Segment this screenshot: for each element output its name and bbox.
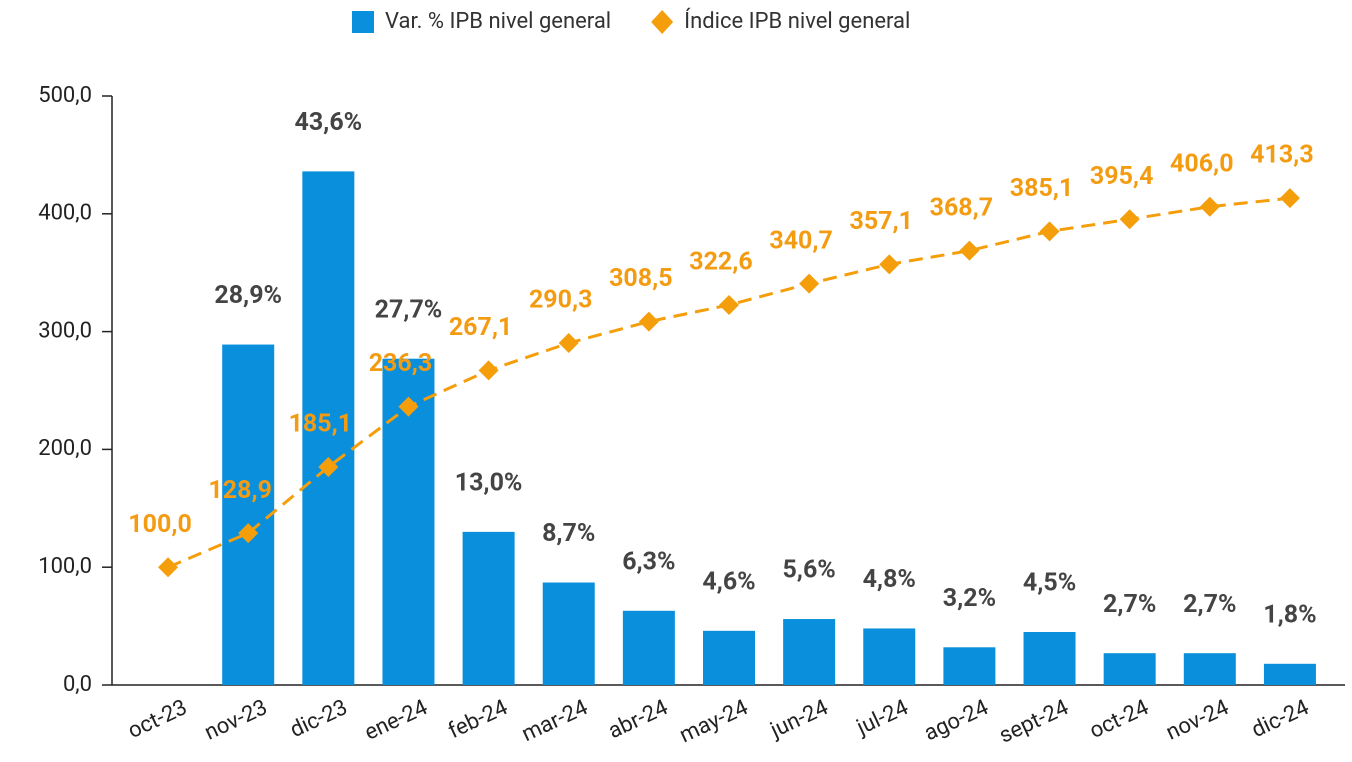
bar bbox=[222, 344, 275, 685]
line-marker bbox=[398, 396, 419, 417]
bar bbox=[622, 610, 675, 685]
y-tick-label: 300,0 bbox=[38, 318, 92, 343]
x-tick-label: dic-23 bbox=[286, 695, 351, 743]
bar bbox=[1103, 653, 1156, 685]
bar-value-label: 2,7% bbox=[1103, 590, 1156, 619]
line-value-label: 395,4 bbox=[1090, 162, 1154, 191]
bar bbox=[1023, 631, 1076, 685]
line-value-label: 406,0 bbox=[1170, 149, 1234, 178]
y-tick-label: 200,0 bbox=[38, 436, 92, 461]
y-tick-label: 100,0 bbox=[38, 554, 92, 579]
x-tick-label: may-24 bbox=[676, 695, 752, 748]
line-value-label: 322,6 bbox=[689, 248, 753, 277]
x-tick-label: feb-24 bbox=[445, 695, 512, 744]
x-tick-label: mar-24 bbox=[518, 695, 592, 747]
x-tick-label: oct-23 bbox=[124, 695, 191, 744]
x-tick-label: ago-24 bbox=[920, 695, 992, 746]
bar-value-label: 4,8% bbox=[863, 565, 916, 594]
x-tick-label: abr-24 bbox=[605, 695, 672, 744]
x-tick-label: sept-24 bbox=[995, 695, 1072, 749]
bar bbox=[1183, 653, 1236, 685]
line-value-label: 267,1 bbox=[449, 313, 513, 342]
bar-value-label: 4,5% bbox=[1023, 569, 1076, 598]
line-marker bbox=[238, 523, 259, 544]
legend-swatch bbox=[352, 11, 374, 33]
line-marker bbox=[719, 294, 739, 315]
bar-value-label: 5,6% bbox=[782, 556, 835, 585]
legend-label: Índice IPB nivel general bbox=[684, 8, 910, 34]
bar bbox=[943, 647, 996, 685]
bar-value-label: 43,6% bbox=[294, 108, 362, 137]
line-value-label: 385,1 bbox=[1010, 174, 1074, 203]
line-marker bbox=[799, 273, 820, 294]
x-tick-label: nov-23 bbox=[201, 695, 271, 746]
line-value-label: 368,7 bbox=[930, 193, 994, 222]
bar-value-label: 13,0% bbox=[455, 468, 523, 497]
bar bbox=[1263, 663, 1316, 685]
bar bbox=[542, 582, 595, 685]
bar-value-label: 28,9% bbox=[214, 281, 282, 310]
x-tick-label: ene-24 bbox=[361, 695, 432, 746]
line-value-label: 308,5 bbox=[609, 264, 673, 293]
line-marker bbox=[158, 557, 179, 578]
line-value-label: 185,1 bbox=[289, 410, 353, 439]
bar bbox=[703, 630, 755, 685]
line-marker bbox=[1279, 188, 1300, 209]
x-tick-label: oct-24 bbox=[1086, 695, 1153, 744]
legend-label: Var. % IPB nivel general bbox=[385, 9, 611, 34]
line-value-label: 100,0 bbox=[128, 510, 192, 539]
line-value-label: 340,7 bbox=[769, 226, 833, 255]
bar-value-label: 4,6% bbox=[702, 567, 755, 596]
x-tick-label: jul-24 bbox=[852, 695, 912, 741]
bar-value-label: 8,7% bbox=[542, 519, 595, 548]
bar-value-label: 1,8% bbox=[1263, 600, 1316, 629]
line-value-label: 290,3 bbox=[529, 286, 593, 315]
legend-swatch bbox=[651, 10, 674, 34]
y-tick-label: 400,0 bbox=[38, 201, 92, 226]
line-marker bbox=[1199, 196, 1220, 217]
line-value-label: 413,3 bbox=[1250, 141, 1314, 170]
y-tick-label: 0,0 bbox=[63, 672, 92, 697]
line-marker bbox=[879, 254, 900, 275]
x-tick-label: nov-24 bbox=[1162, 695, 1232, 746]
line-marker bbox=[959, 240, 980, 261]
bar-value-label: 27,7% bbox=[375, 295, 443, 324]
bar bbox=[863, 628, 916, 685]
line-value-label: 128,9 bbox=[208, 476, 272, 505]
line-marker bbox=[638, 311, 659, 332]
line-marker bbox=[318, 456, 339, 477]
bar-value-label: 6,3% bbox=[622, 547, 675, 576]
line-marker bbox=[1119, 209, 1140, 230]
bar-value-label: 3,2% bbox=[943, 584, 996, 613]
bar bbox=[783, 619, 836, 685]
line-marker bbox=[1039, 221, 1060, 242]
line-marker bbox=[478, 360, 499, 381]
bar bbox=[462, 531, 515, 685]
bar-value-label: 2,7% bbox=[1183, 590, 1236, 619]
x-tick-label: jun-24 bbox=[766, 695, 832, 744]
y-tick-label: 500,0 bbox=[38, 83, 92, 108]
line-value-label: 236,3 bbox=[369, 349, 433, 378]
line-value-label: 357,1 bbox=[850, 207, 914, 236]
x-tick-label: dic-24 bbox=[1248, 695, 1313, 743]
bar bbox=[302, 171, 355, 686]
line-marker bbox=[558, 333, 579, 354]
